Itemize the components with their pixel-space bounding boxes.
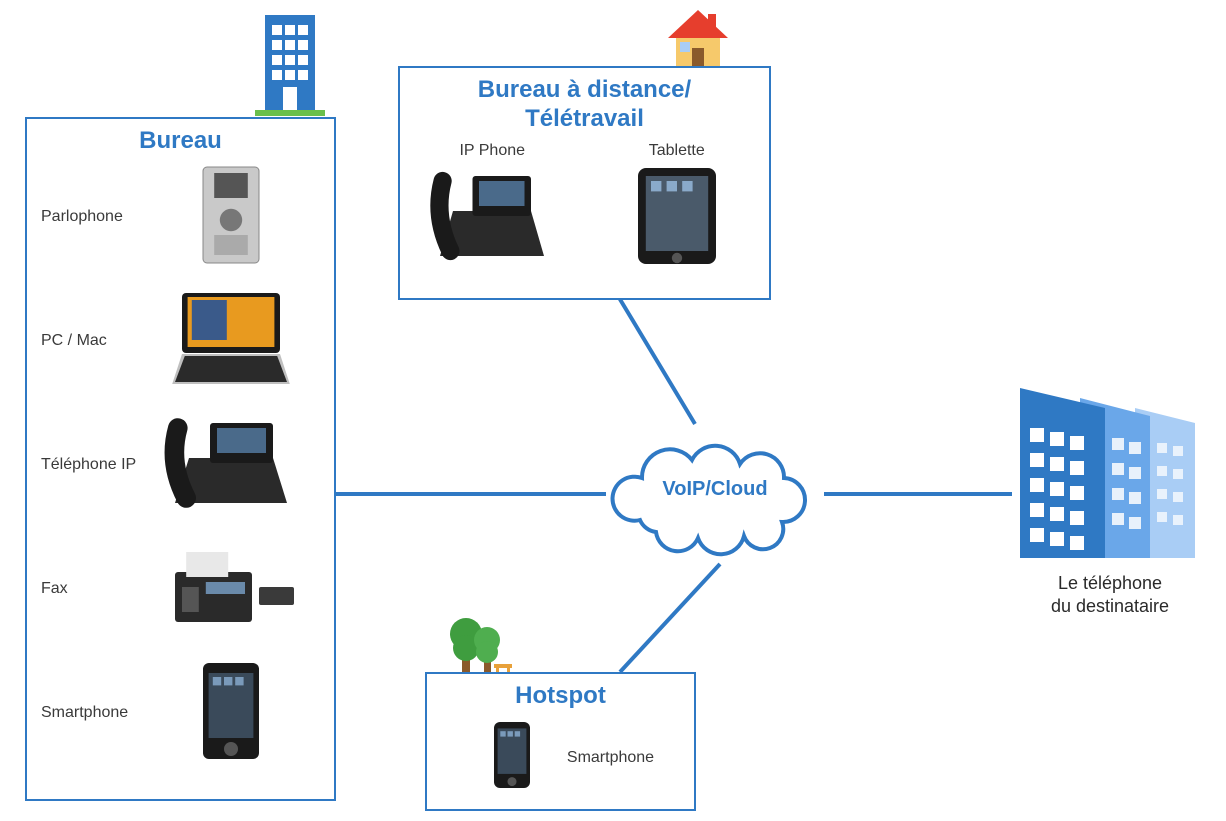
smartphone-icon: [161, 661, 301, 766]
connector-remote: [618, 296, 695, 424]
destination-label-line1: Le téléphone: [1058, 573, 1162, 593]
ipphone-icon: [427, 166, 557, 271]
remote-box: Bureau à distance/Télétravail IP Phone T…: [398, 66, 771, 300]
bureau-box: Bureau Parlophone PC / Mac Téléphone IP …: [25, 117, 336, 801]
smartphone-icon: [467, 720, 557, 795]
bureau-item: Fax: [27, 527, 334, 651]
tablet-icon: [612, 166, 742, 271]
hotspot-box: Hotspot Smartphone: [425, 672, 696, 811]
office-building-icon: [245, 5, 335, 125]
remote-item: IP Phone: [427, 142, 557, 271]
hotspot-title: Hotspot: [427, 682, 694, 710]
device-label: Fax: [41, 580, 161, 598]
destination-label-line2: du destinataire: [1051, 596, 1169, 616]
destination-label: Le téléphone du destinataire: [1015, 572, 1205, 619]
remote-item: Tablette: [612, 142, 742, 271]
intercom-icon: [161, 165, 301, 270]
connector-hotspot: [620, 564, 720, 672]
remote-title: Bureau à distance/Télétravail: [400, 76, 769, 134]
ipphone-icon: [161, 413, 301, 518]
device-label: Smartphone: [41, 704, 161, 722]
laptop-icon: [161, 289, 301, 394]
bureau-title: Bureau: [27, 127, 334, 155]
fax-icon: [161, 537, 301, 642]
cloud-label: VoIP/Cloud: [600, 478, 830, 501]
device-label: Téléphone IP: [41, 456, 161, 474]
bureau-item: Smartphone: [27, 651, 334, 775]
park-icon: [442, 610, 522, 680]
device-label: IP Phone: [427, 142, 557, 160]
bureau-item: PC / Mac: [27, 279, 334, 403]
device-label: Smartphone: [567, 749, 654, 767]
hotspot-item: Smartphone: [467, 720, 654, 795]
device-label: PC / Mac: [41, 332, 161, 350]
bureau-item: Téléphone IP: [27, 403, 334, 527]
destination-buildings-icon: [1015, 388, 1215, 578]
house-icon: [658, 4, 738, 74]
device-label: Tablette: [612, 142, 742, 160]
voip-cloud: VoIP/Cloud: [600, 420, 830, 570]
device-label: Parlophone: [41, 208, 161, 226]
bureau-item: Parlophone: [27, 155, 334, 279]
